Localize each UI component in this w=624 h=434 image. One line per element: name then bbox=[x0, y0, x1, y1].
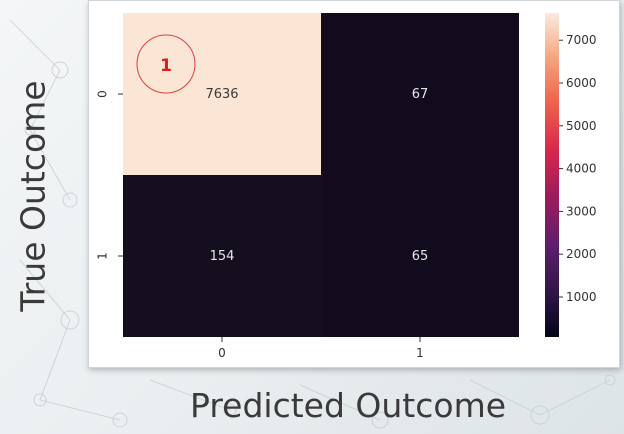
colorbar-tick-label: 7000 bbox=[566, 33, 597, 47]
cell-value-label: 67 bbox=[412, 87, 429, 102]
chart-card: 7636 67 154 65 7000 6000 5000 4000 3000 2000 1000… bbox=[88, 0, 620, 368]
annotation-number: 1 bbox=[160, 56, 172, 76]
colorbar-tick-label: 1000 bbox=[566, 290, 597, 304]
colorbar-tick-label: 4000 bbox=[566, 162, 597, 176]
colorbar-tick-label: 5000 bbox=[566, 119, 597, 133]
y-tick-label: 1 bbox=[96, 252, 110, 260]
colorbar-tick-label: 3000 bbox=[566, 204, 597, 218]
heatmap-cell-0-1 bbox=[321, 13, 519, 175]
y-axis-label: True Outcome bbox=[13, 80, 53, 312]
cell-value-label: 154 bbox=[210, 249, 235, 264]
confusion-matrix-heatmap: 7636 67 154 65 7000 6000 5000 4000 3000 2000 1000… bbox=[96, 13, 597, 360]
y-tick-label: 0 bbox=[96, 90, 110, 98]
heatmap-cell-1-1 bbox=[321, 175, 519, 337]
x-tick-label: 1 bbox=[416, 346, 424, 360]
colorbar bbox=[545, 13, 559, 337]
cell-value-label: 7636 bbox=[205, 87, 238, 102]
heatmap-cell-0-0 bbox=[123, 13, 321, 175]
colorbar-tick-label: 6000 bbox=[566, 76, 597, 90]
x-tick-label: 0 bbox=[218, 346, 226, 360]
cell-value-label: 65 bbox=[412, 249, 429, 264]
x-axis-label: Predicted Outcome bbox=[190, 386, 507, 425]
annotation-circle bbox=[136, 34, 196, 94]
heatmap-cell-1-0 bbox=[123, 175, 321, 337]
colorbar-tick-label: 2000 bbox=[566, 247, 597, 261]
